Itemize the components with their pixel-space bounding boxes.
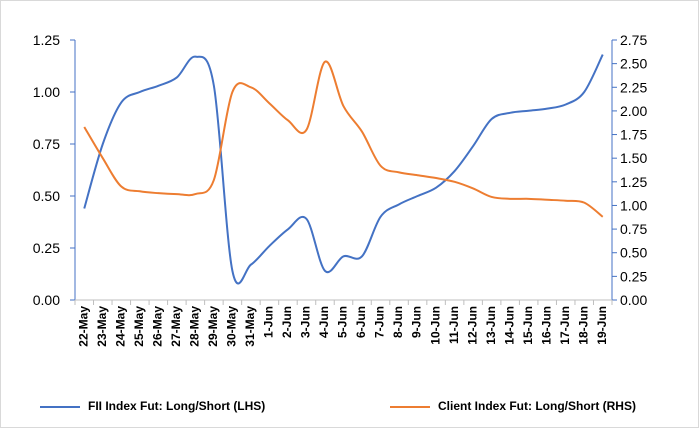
x-tick-label: 31-May: [243, 306, 257, 347]
x-tick-label: 4-Jun: [317, 306, 331, 338]
x-tick-label: 25-May: [132, 306, 146, 347]
x-tick-label: 12-Jun: [465, 306, 479, 345]
x-tick-label: 1-Jun: [262, 306, 276, 338]
x-tick-label: 26-May: [150, 306, 164, 347]
y2-tick-label: 0.75: [620, 221, 647, 237]
x-tick-label: 22-May: [76, 306, 90, 347]
y-tick-label: 1.00: [33, 84, 60, 100]
series-line: [83, 60, 604, 218]
x-tick-label: 28-May: [188, 306, 202, 347]
x-tick-label: 13-Jun: [484, 306, 498, 345]
y-tick-label: 1.25: [33, 32, 60, 48]
x-tick-label: 11-Jun: [447, 306, 461, 344]
x-tick-label: 24-May: [113, 306, 127, 347]
y2-tick-label: 2.75: [620, 32, 647, 48]
x-tick-label: 3-Jun: [299, 306, 313, 338]
x-tick-label: 18-Jun: [576, 306, 590, 345]
y2-tick-label: 2.50: [620, 56, 647, 72]
x-tick-label: 2-Jun: [280, 306, 294, 338]
y2-tick-label: 0.25: [620, 268, 647, 284]
y2-tick-label: 0.50: [620, 245, 647, 261]
x-tick-label: 19-Jun: [595, 306, 609, 345]
legend-label: Client Index Fut: Long/Short (RHS): [438, 399, 636, 413]
y-tick-label: 0.00: [33, 292, 60, 308]
x-tick-label: 23-May: [95, 306, 109, 347]
y2-tick-label: 0.00: [620, 292, 647, 308]
x-tick-label: 17-Jun: [558, 306, 572, 345]
series-line: [83, 54, 604, 285]
x-tick-label: 14-Jun: [502, 306, 516, 345]
x-tick-label: 10-Jun: [428, 306, 442, 345]
x-tick-label: 6-Jun: [354, 306, 368, 338]
y2-tick-label: 2.00: [620, 103, 647, 119]
x-tick-label: 9-Jun: [410, 306, 424, 338]
y2-tick-label: 1.50: [620, 150, 647, 166]
legend-label: FII Index Fut: Long/Short (LHS): [88, 399, 265, 413]
x-tick-label: 8-Jun: [391, 306, 405, 338]
y2-tick-label: 2.25: [620, 79, 647, 95]
x-tick-label: 29-May: [206, 306, 220, 347]
y-tick-label: 0.25: [33, 240, 60, 256]
y2-tick-label: 1.00: [620, 197, 647, 213]
x-tick-label: 27-May: [169, 306, 183, 347]
y2-tick-label: 1.75: [620, 127, 647, 143]
y-tick-label: 0.75: [33, 136, 60, 152]
x-tick-label: 30-May: [225, 306, 239, 347]
x-tick-label: 15-Jun: [521, 306, 535, 345]
x-tick-label: 5-Jun: [336, 306, 350, 338]
x-tick-label: 16-Jun: [539, 306, 553, 345]
x-tick-label: 7-Jun: [373, 306, 387, 338]
y2-tick-label: 1.25: [620, 174, 647, 190]
y-tick-label: 0.50: [33, 188, 60, 204]
